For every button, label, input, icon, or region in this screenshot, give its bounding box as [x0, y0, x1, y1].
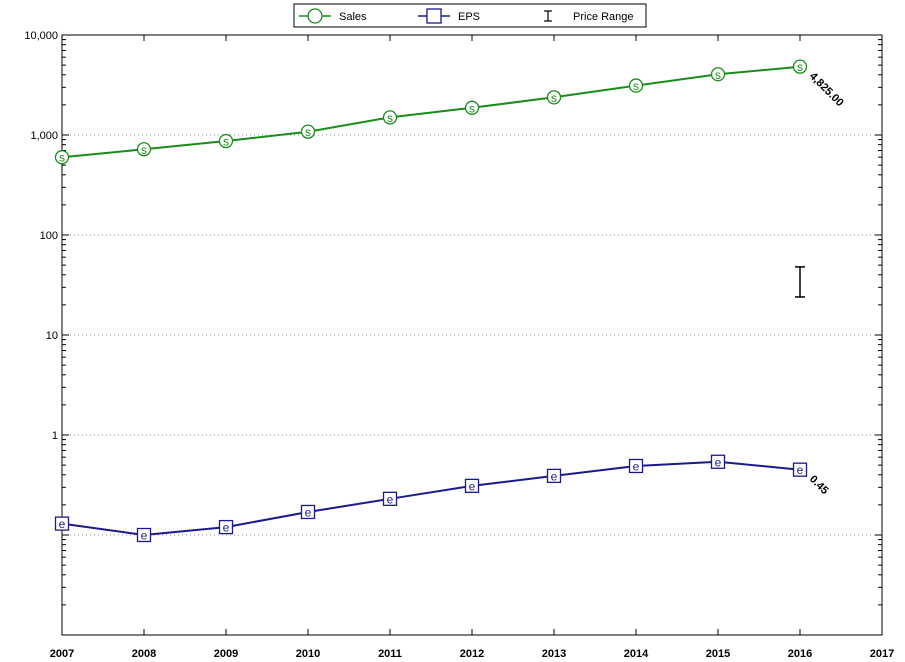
- x-axis-ticks: [61, 35, 883, 635]
- sales-point: s: [136, 142, 152, 157]
- eps-marker: [218, 519, 234, 535]
- x-tick-label: 2012: [460, 648, 484, 660]
- eps-marker: [300, 504, 316, 520]
- eps-point: e: [710, 454, 726, 469]
- eps-marker-letter: e: [59, 517, 66, 531]
- sales-point: s: [300, 124, 316, 139]
- x-tick-label: 2016: [788, 648, 812, 660]
- x-tick-label: 2013: [542, 648, 566, 660]
- x-tick-label: 2007: [50, 648, 74, 660]
- legend-box: [293, 3, 647, 28]
- y-tick-label: 1,000: [30, 130, 58, 142]
- legend-price-range-icon: [544, 10, 552, 22]
- eps-point: e: [136, 527, 152, 543]
- sales-point: s: [546, 90, 562, 105]
- x-tick-label: 2009: [214, 648, 238, 660]
- legend-eps-label: EPS: [458, 11, 480, 23]
- sales-point: s: [792, 59, 808, 74]
- eps-marker-letter: e: [797, 463, 804, 477]
- y-tick-label: 10,000: [24, 30, 58, 42]
- legend: Sales EPS Price Range: [293, 3, 647, 28]
- x-tick-label: 2015: [706, 648, 730, 660]
- sales-line: [61, 65, 801, 159]
- sales-marker-letter: s: [59, 151, 65, 165]
- eps-point: e: [54, 516, 70, 531]
- sales-point: s: [628, 78, 644, 93]
- eps-marker: [464, 478, 480, 494]
- eps-marker-letter: e: [469, 479, 476, 493]
- eps-marker: [382, 491, 398, 506]
- sales-marker: [628, 78, 644, 93]
- legend-eps-square-icon: [426, 8, 442, 24]
- eps-marker-letter: e: [715, 455, 722, 469]
- grid-lines: [62, 134, 882, 536]
- sales-marker: [218, 133, 234, 149]
- sales-marker-letter: s: [715, 68, 721, 82]
- eps-point: e: [464, 478, 480, 494]
- sales-marker: [300, 124, 316, 139]
- sales-marker: [136, 142, 152, 157]
- sales-marker-letter: s: [551, 91, 557, 105]
- sales-marker-letter: s: [633, 79, 639, 93]
- sales-marker-letter: s: [305, 125, 311, 139]
- sales-marker: [54, 150, 70, 165]
- eps-marker: [136, 527, 152, 543]
- sales-marker-letter: s: [387, 111, 393, 125]
- sales-marker-letter: s: [223, 135, 229, 149]
- eps-marker-letter: e: [551, 469, 558, 483]
- end-labels: 4,825.00 0.45: [807, 70, 846, 497]
- eps-line: [61, 460, 801, 537]
- sales-marker: [464, 100, 480, 115]
- y-axis-labels: 10,000 1,000 100 10 1: [24, 30, 58, 442]
- eps-point: e: [300, 504, 316, 520]
- eps-marker-letter: e: [305, 505, 312, 519]
- sales-point: s: [54, 150, 70, 165]
- y-tick-label: 1: [52, 430, 58, 442]
- sales-point: s: [218, 133, 234, 149]
- sales-marker: [546, 90, 562, 105]
- eps-point: e: [546, 468, 562, 484]
- legend-sales-circle-icon: [307, 8, 323, 24]
- y-tick-label: 100: [40, 230, 58, 242]
- eps-end-label: 0.45: [807, 473, 831, 497]
- sales-point: s: [710, 67, 726, 82]
- sales-marker-letter: s: [469, 101, 475, 115]
- eps-marker-letter: e: [223, 521, 230, 535]
- eps-marker-letter: e: [633, 459, 640, 473]
- sales-marker: [710, 67, 726, 82]
- sales-marker: [792, 59, 808, 74]
- x-tick-label: 2017: [870, 648, 894, 660]
- eps-marker: [54, 516, 70, 531]
- eps-point: e: [792, 462, 808, 477]
- eps-marker: [628, 458, 644, 474]
- sales-point: s: [382, 110, 398, 125]
- eps-marker: [710, 454, 726, 469]
- sales-marker-letter: s: [141, 143, 147, 157]
- sales-end-label: 4,825.00: [807, 70, 846, 109]
- eps-marker: [546, 468, 562, 484]
- eps-marker-letter: e: [387, 492, 394, 506]
- y-tick-label: 10: [46, 330, 58, 342]
- eps-point: e: [628, 458, 644, 474]
- x-tick-label: 2011: [378, 648, 402, 660]
- sales-marker-letter: s: [797, 60, 803, 74]
- sales-point: s: [464, 100, 480, 115]
- legend-sales-label: Sales: [339, 11, 367, 23]
- series-layer: s s s s s s s s s s e e e e e e e e e e: [54, 59, 808, 543]
- x-tick-label: 2008: [132, 648, 156, 660]
- eps-point: e: [218, 519, 234, 535]
- eps-marker-letter: e: [141, 529, 148, 543]
- legend-price-range-label: Price Range: [573, 11, 634, 23]
- x-tick-label: 2010: [296, 648, 320, 660]
- x-axis-labels: 2007 2008 2009 2010 2011 2012 2013 2014 2015 2016…: [50, 648, 894, 660]
- eps-marker: [792, 462, 808, 477]
- sales-marker: [382, 110, 398, 125]
- eps-point: e: [382, 491, 398, 506]
- x-tick-label: 2014: [624, 648, 649, 660]
- y-minor-ticks: [62, 39, 882, 636]
- price-range: [795, 266, 805, 298]
